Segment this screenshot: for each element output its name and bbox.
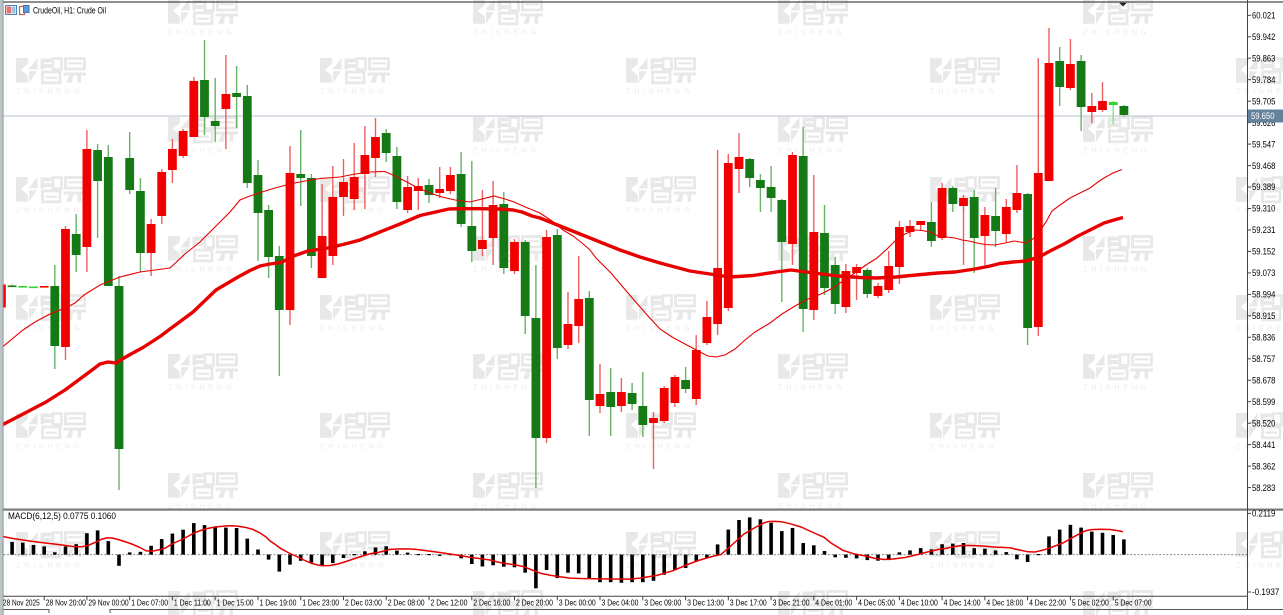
svg-text:2 Dec 12:00: 2 Dec 12:00 bbox=[431, 598, 468, 608]
svg-text:-0.1937: -0.1937 bbox=[1252, 587, 1279, 597]
svg-text:MACD(6,12,5) 0.0775 0.1060: MACD(6,12,5) 0.0775 0.1060 bbox=[8, 511, 116, 521]
svg-text:58.362: 58.362 bbox=[1252, 461, 1275, 471]
svg-text:58.836: 58.836 bbox=[1252, 333, 1275, 343]
svg-text:2 Dec 16:00: 2 Dec 16:00 bbox=[473, 598, 510, 608]
svg-text:4 Dec 18:00: 4 Dec 18:00 bbox=[986, 598, 1023, 608]
svg-text:59.942: 59.942 bbox=[1252, 32, 1275, 42]
svg-text:1 Dec 15:00: 1 Dec 15:00 bbox=[217, 598, 254, 608]
svg-text:60.021: 60.021 bbox=[1252, 11, 1275, 21]
svg-text:28 Nov 20:00: 28 Nov 20:00 bbox=[46, 598, 86, 608]
svg-text:58.757: 58.757 bbox=[1252, 354, 1275, 364]
svg-text:58.915: 58.915 bbox=[1252, 311, 1275, 321]
svg-text:59.784: 59.784 bbox=[1252, 75, 1275, 85]
svg-text:59.705: 59.705 bbox=[1252, 96, 1275, 106]
svg-text:CrudeOil, H1: Crude Oil: CrudeOil, H1: Crude Oil bbox=[33, 6, 106, 16]
svg-text:59.650: 59.650 bbox=[1251, 111, 1275, 121]
svg-text:1 Dec 07:00: 1 Dec 07:00 bbox=[131, 598, 168, 608]
svg-text:2 Dec 20:00: 2 Dec 20:00 bbox=[516, 598, 553, 608]
svg-text:4 Dec 01:00: 4 Dec 01:00 bbox=[815, 598, 852, 608]
svg-text:3 Dec 21:00: 3 Dec 21:00 bbox=[773, 598, 810, 608]
svg-text:4 Dec 22:00: 4 Dec 22:00 bbox=[1029, 598, 1066, 608]
svg-text:3 Dec 09:00: 3 Dec 09:00 bbox=[644, 598, 681, 608]
svg-text:59.547: 59.547 bbox=[1252, 139, 1275, 149]
svg-text:3 Dec 13:00: 3 Dec 13:00 bbox=[687, 598, 724, 608]
svg-text:2 Dec 03:00: 2 Dec 03:00 bbox=[345, 598, 382, 608]
svg-text:58.994: 58.994 bbox=[1252, 290, 1275, 300]
svg-text:59.626: 59.626 bbox=[1252, 118, 1275, 128]
svg-text:59.152: 59.152 bbox=[1252, 247, 1275, 257]
svg-text:58.283: 58.283 bbox=[1252, 483, 1275, 493]
svg-text:0.2119: 0.2119 bbox=[1252, 509, 1275, 519]
svg-text:4 Dec 10:00: 4 Dec 10:00 bbox=[901, 598, 938, 608]
svg-text:58.599: 58.599 bbox=[1252, 397, 1275, 407]
svg-text:5 Dec 02:00: 5 Dec 02:00 bbox=[1072, 598, 1109, 608]
svg-text:1 Dec 11:00: 1 Dec 11:00 bbox=[174, 598, 211, 608]
svg-text:5 Dec 07:00: 5 Dec 07:00 bbox=[1115, 598, 1152, 608]
svg-text:59.389: 59.389 bbox=[1252, 182, 1275, 192]
svg-text:29 Nov 00:00: 29 Nov 00:00 bbox=[88, 598, 128, 608]
svg-text:59.073: 59.073 bbox=[1252, 268, 1275, 278]
svg-text:58.678: 58.678 bbox=[1252, 375, 1275, 385]
svg-text:4 Dec 05:00: 4 Dec 05:00 bbox=[858, 598, 895, 608]
svg-text:59.231: 59.231 bbox=[1252, 225, 1275, 235]
svg-text:2 Dec 08:00: 2 Dec 08:00 bbox=[388, 598, 425, 608]
svg-text:4 Dec 14:00: 4 Dec 14:00 bbox=[944, 598, 981, 608]
svg-text:58.441: 58.441 bbox=[1252, 440, 1275, 450]
svg-text:3 Dec 00:00: 3 Dec 00:00 bbox=[559, 598, 596, 608]
svg-text:28 Nov 2025: 28 Nov 2025 bbox=[3, 598, 40, 608]
svg-text:59.863: 59.863 bbox=[1252, 53, 1275, 63]
svg-text:1 Dec 23:00: 1 Dec 23:00 bbox=[302, 598, 339, 608]
svg-text:3 Dec 17:00: 3 Dec 17:00 bbox=[730, 598, 767, 608]
svg-text:58.520: 58.520 bbox=[1252, 418, 1275, 428]
svg-text:1 Dec 19:00: 1 Dec 19:00 bbox=[260, 598, 297, 608]
svg-text:3 Dec 04:00: 3 Dec 04:00 bbox=[602, 598, 639, 608]
svg-text:59.468: 59.468 bbox=[1252, 161, 1275, 171]
svg-text:59.310: 59.310 bbox=[1252, 204, 1275, 214]
